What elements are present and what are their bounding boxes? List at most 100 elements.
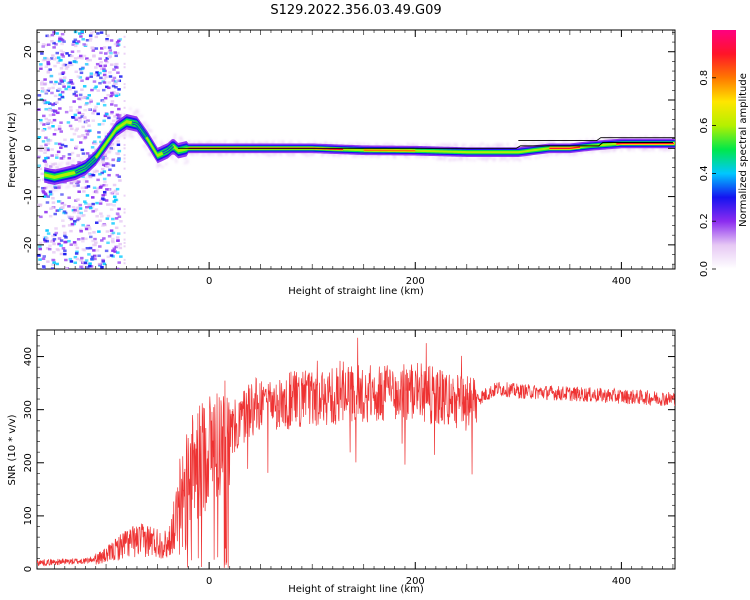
spectrogram-noise-cell [50,154,54,157]
spectrogram-noise-cell [123,83,126,86]
spectrogram-halo-cell [417,155,420,158]
spectrogram-halo-cell [186,161,189,164]
spectrogram-noise-cell [52,58,57,61]
spectrogram-noise-cell [53,212,57,216]
spectrogram-halo-cell [57,163,60,167]
spectrogram-noise-cell [51,201,56,204]
spectrogram-noise-cell [95,169,99,173]
spectrogram-halo-cell [525,155,528,158]
spectrogram-noise-cell [107,188,111,191]
spectrogram-halo-cell [545,153,547,157]
spectrogram-core-peak [74,157,97,174]
spectrogram-noise-cell [59,146,63,150]
spectrogram-noise-cell [65,162,70,165]
spectrogram-noise-cell [84,103,88,106]
figure-title: S129.2022.356.03.49.G09 [270,3,441,18]
spectrogram-noise-cell [52,82,57,86]
spectrogram-halo-cell [56,184,59,187]
spectrogram-noise-cell [51,103,55,106]
spectrogram-noise-cell [70,54,74,58]
spectrogram-noise-cell [46,156,50,160]
spectrogram-noise-cell [55,32,59,35]
spectrogram-halo-cell [593,150,596,153]
spectrogram-noise-cell [51,258,55,262]
spectrogram-halo-cell [266,141,269,144]
spectrogram-halo-cell [585,138,588,141]
spectrogram-noise-cell [75,257,80,261]
spectrogram-halo-cell [327,154,330,157]
spectrogram-halo-cell [421,143,424,147]
spectrogram-noise-cell [49,207,53,210]
spectrogram-halo-cell [312,153,315,156]
spectrogram-halo-cell [154,135,157,138]
spectrogram-halo-cell [107,150,110,153]
spectrogram-halo-cell [119,115,122,118]
spectrogram-noise-cell [80,112,85,116]
spectrogram-halo-cell [265,141,268,144]
spectrogram-noise-cell [115,173,120,177]
spectrogram-halo-cell [359,142,362,146]
spectrogram-noise-cell [117,149,122,153]
spectrogram-noise-cell [47,58,52,61]
spectrogram-noise-cell [83,108,87,112]
spectrogram-noise-cell [93,87,97,90]
spectrogram-noise-cell [63,63,68,67]
spectrogram-halo-cell [534,141,536,144]
spectrogram-noise-cell [80,96,85,100]
spectrogram-noise-cell [123,211,126,214]
spectrogram-noise-cell [88,39,93,42]
spectrogram-halo-cell [271,153,274,156]
spectrogram-ytick-label: -10 [23,188,34,204]
colorbar-tick-label: 0.0 [699,261,710,277]
spectrogram-noise-cell [123,245,126,248]
spectrogram-noise-cell [75,127,80,131]
spectrogram-halo-cell [81,158,84,162]
spectrogram-halo-cell [525,144,528,147]
spectrogram-noise-cell [101,88,106,92]
spectrogram-noise-cell [118,38,123,41]
spectrogram-noise-cell [100,171,104,175]
spectrogram-halo-cell [170,155,173,158]
spectrogram-halo-cell [109,149,112,152]
spectrogram-noise-cell [112,247,117,251]
spectrogram-marks [37,30,675,269]
spectrogram-halo-cell [562,140,565,144]
spectrogram-halo-cell [59,162,61,166]
spectrogram-noise-cell [123,86,126,89]
spectrogram-halo-cell [238,152,241,155]
spectrogram-noise-cell [86,266,90,269]
spectrogram-halo-cell [145,125,148,128]
spectrogram-halo-cell [120,113,123,116]
spectrogram-halo-cell [70,161,72,164]
spectrogram-noise-cell [89,98,93,102]
spectrogram-noise-cell [54,43,58,46]
spectrogram-halo-cell [386,142,389,146]
spectrogram-noise-cell [112,90,116,94]
spectrogram-noise-cell [110,110,114,114]
spectrogram-noise-cell [123,167,126,170]
spectrogram-noise-cell [105,217,110,220]
spectrogram-noise-cell [49,240,54,243]
spectrogram-noise-cell [73,113,78,117]
spectrogram-noise-cell [81,175,85,178]
spectrogram-halo-cell [426,155,429,158]
spectrogram-noise-cell [51,113,56,116]
spectrogram-halo-cell [145,148,148,151]
spectrogram-halo-cell [660,147,662,150]
spectrogram-noise-cell [102,46,107,49]
spectrogram-noise-cell [78,67,83,71]
spectrogram-halo-cell [154,137,157,141]
spectrogram-noise-cell [54,227,58,230]
spectrogram-halo-cell [438,144,441,147]
spectrogram-noise-cell [59,79,64,82]
spectrogram-noise-cell [90,88,94,92]
spectrogram-halo-cell [620,149,623,152]
spectrogram-noise-cell [45,121,49,124]
spectrogram-noise-cell [73,30,78,34]
spectrogram-noise-cell [70,151,75,155]
spectrogram-halo-cell [240,141,243,145]
spectrogram-noise-cell [78,93,83,97]
spectrogram-halo-cell [51,186,54,189]
spectrogram-halo-cell [484,144,487,147]
spectrogram-halo-cell [143,144,145,147]
